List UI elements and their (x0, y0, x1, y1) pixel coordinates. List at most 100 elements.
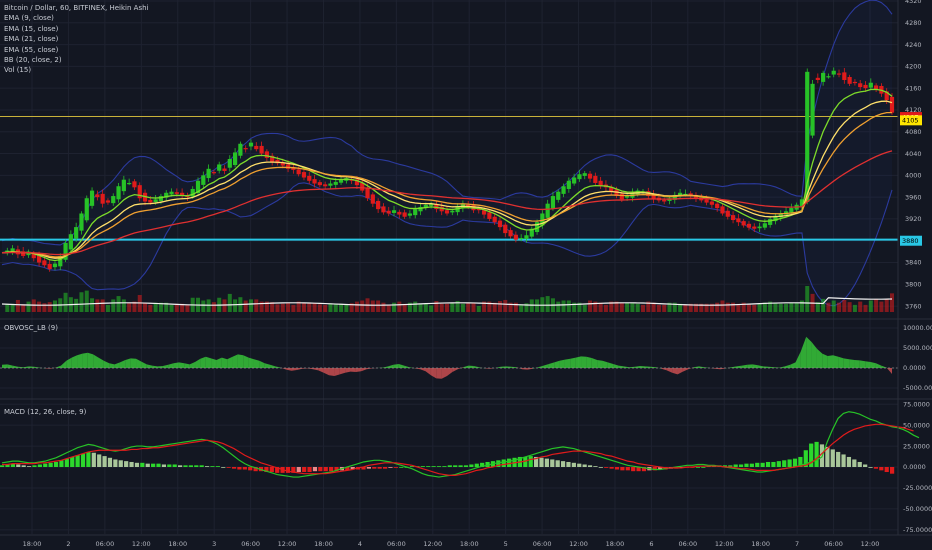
macd-histogram-bar (382, 467, 388, 469)
bollinger-fill (2, 0, 892, 306)
candle-body (74, 227, 79, 239)
obv-area-segment (109, 363, 115, 368)
obv-area-segment (564, 358, 571, 368)
ema-9-line (1, 88, 893, 262)
volume-bar (741, 302, 746, 312)
legend-bollinger[interactable]: BB (20, close, 2) (4, 56, 62, 65)
macd-histogram-bar (738, 464, 744, 467)
obv-area-segment (618, 365, 624, 368)
volume-bar (582, 304, 587, 312)
legend-volume[interactable]: Vol (15) (4, 66, 32, 75)
obv-area-segment (345, 368, 351, 373)
candlesticks[interactable] (5, 67, 895, 272)
candle-body (821, 72, 826, 82)
volume-bar (731, 302, 736, 312)
candle-body (439, 206, 444, 212)
legend-ema-9[interactable]: EMA (9, close) (4, 14, 54, 23)
macd-histogram-bar (215, 466, 220, 467)
candle-body (826, 76, 831, 78)
volume-bar (609, 301, 614, 312)
obv-area-segment (790, 362, 796, 368)
macd-histogram-bar (102, 456, 107, 467)
candle-body (36, 254, 42, 263)
macd-histogram-bar (620, 467, 625, 471)
macd-histogram-bar (312, 467, 318, 472)
macd-pane (0, 411, 920, 478)
candle-body (423, 204, 428, 209)
candle-body (836, 73, 842, 75)
volume-bar (757, 303, 762, 312)
obv-area-segment (404, 365, 410, 368)
volume-bar (349, 303, 354, 312)
legend-ema-21[interactable]: EMA (21, close) (4, 35, 59, 44)
candle-body (884, 91, 889, 101)
candle-body (619, 193, 624, 200)
candle-body (550, 196, 556, 209)
macd-tick-label: -25.0000 (903, 484, 932, 492)
candle-body (492, 216, 497, 223)
volume-bar (588, 300, 593, 312)
volume-bar (148, 304, 153, 312)
obv-area-segment (559, 359, 565, 368)
macd-histogram-bar (587, 465, 593, 467)
price-tick-label: 4280 (905, 19, 922, 27)
obv-area-segment (82, 352, 88, 368)
macd-histogram-bar (172, 464, 177, 467)
time-tick-label: 3 (212, 540, 216, 548)
ema-55-line (1, 150, 893, 256)
macd-histogram-bar (329, 467, 334, 472)
volume-bar (47, 302, 52, 312)
macd-histogram-bar (534, 456, 539, 467)
macd-histogram-bar (771, 461, 776, 467)
candle-body (831, 70, 836, 75)
candle-body (370, 194, 375, 204)
obv-area-segment (270, 364, 276, 368)
obv-area-segment (50, 367, 56, 369)
legend-ema-15[interactable]: EMA (15, close) (4, 24, 59, 33)
volume-bar (678, 303, 683, 312)
obv-area-segment (741, 364, 748, 368)
macd-histogram-bar (32, 465, 37, 467)
obv-area-segment (795, 351, 801, 368)
macd-histogram-bar (296, 467, 301, 473)
obv-tick-label: -5000.0000 (903, 384, 932, 392)
volume-bar (773, 302, 778, 312)
price-tick-label: 3760 (905, 302, 922, 310)
macd-histogram-bar (285, 467, 291, 473)
candle-body (312, 179, 317, 184)
candle-body (662, 199, 667, 202)
obv-area-segment (291, 368, 297, 371)
volume-bar (852, 304, 857, 312)
macd-histogram-bar (118, 460, 123, 467)
macd-histogram-bar (377, 467, 382, 469)
candle-body (254, 145, 259, 150)
time-tick-label: 6 (649, 540, 653, 548)
obv-pane-label[interactable]: OBVOSC_LB (9) (4, 324, 58, 332)
macd-pane-label[interactable]: MACD (12, 26, close, 9) (4, 408, 87, 416)
candle-body (429, 204, 434, 206)
candle-body (301, 172, 307, 178)
macd-histogram-bar (641, 467, 647, 472)
obv-area-segment (355, 368, 362, 372)
volume-ma-line (1, 297, 893, 306)
volume-bar (789, 302, 794, 312)
volume-bar (879, 301, 884, 312)
macd-histogram-bar (145, 463, 150, 467)
candle-body (497, 220, 503, 228)
candle-body (720, 206, 725, 214)
obv-area-segment (806, 336, 812, 368)
price-tick-label: 4080 (905, 128, 922, 136)
candle-body (688, 193, 693, 197)
price-tag-label: 3880 (902, 237, 919, 245)
legend-ema-55[interactable]: EMA (55, close) (4, 45, 59, 54)
macd-histogram-bar (830, 449, 835, 467)
macd-histogram-bar (345, 467, 350, 471)
volume-bar (619, 302, 624, 312)
candle-body (68, 234, 73, 250)
obv-area-segment (843, 358, 850, 368)
volume-bar (143, 302, 148, 312)
price-tick-label: 4040 (905, 150, 922, 158)
obv-area-segment (838, 356, 844, 368)
volume-bar (339, 303, 344, 312)
